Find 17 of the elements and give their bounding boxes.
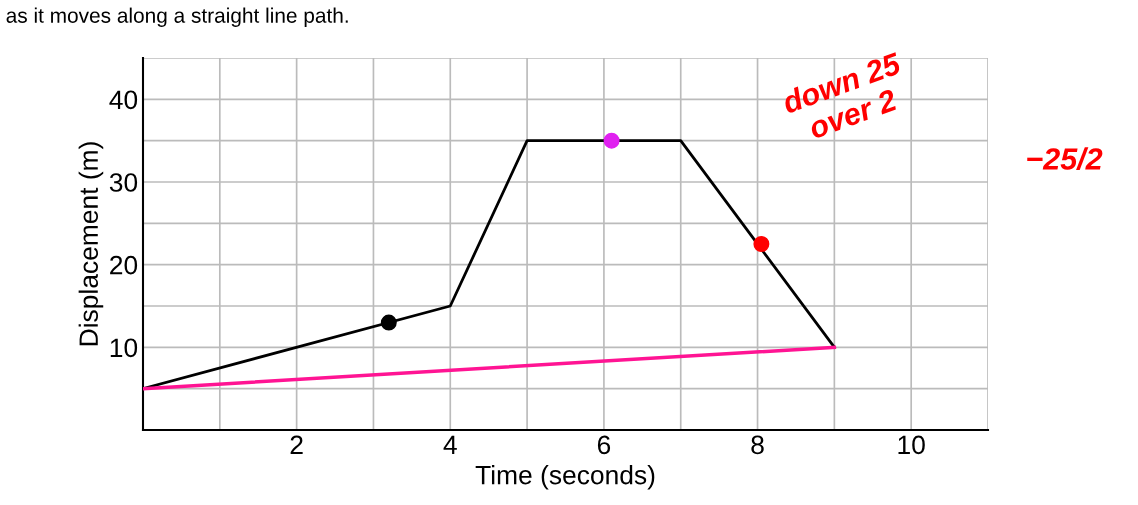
y-tick-label: 10	[110, 338, 138, 358]
x-tick-label: 6	[597, 435, 611, 455]
text: −25/2	[1027, 147, 1103, 171]
y-tick-label: 30	[109, 173, 138, 192]
x-tick-label: 2	[290, 435, 303, 454]
annotation: down 25 over 2	[780, 51, 903, 140]
point	[380, 314, 397, 331]
x-tick-label: 8	[751, 435, 764, 455]
x-tick-label: 4	[443, 435, 457, 454]
y-tick-label: 40	[109, 90, 138, 110]
x-tick-label: 10	[898, 435, 925, 455]
point	[753, 236, 770, 252]
x-axis-title: Time (seconds)	[475, 465, 655, 490]
point	[603, 132, 620, 149]
text: as it moves along a straight line path.	[6, 7, 348, 27]
y-tick-label: 20	[110, 255, 138, 275]
y-axis-title: Displacement (m)	[78, 142, 104, 346]
